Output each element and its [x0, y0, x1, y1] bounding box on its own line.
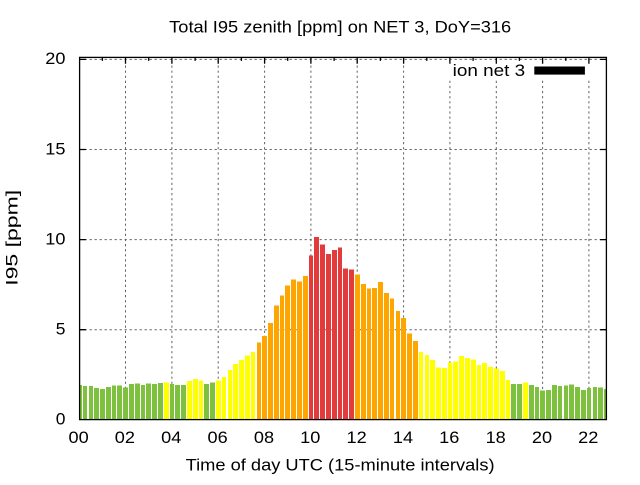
svg-text:14: 14	[393, 429, 413, 447]
svg-text:Time of day UTC (15-minute int: Time of day UTC (15-minute intervals)	[186, 457, 495, 475]
svg-text:20: 20	[532, 429, 552, 447]
svg-text:00: 00	[69, 429, 89, 447]
svg-text:ion net 3: ion net 3	[453, 62, 526, 80]
svg-text:02: 02	[115, 429, 135, 447]
svg-text:I95 [ppm]: I95 [ppm]	[4, 190, 22, 286]
svg-text:18: 18	[486, 429, 506, 447]
svg-text:5: 5	[56, 321, 66, 339]
svg-text:10: 10	[45, 230, 65, 248]
svg-text:16: 16	[439, 429, 459, 447]
svg-text:22: 22	[578, 429, 598, 447]
svg-text:04: 04	[161, 429, 181, 447]
svg-text:06: 06	[208, 429, 228, 447]
svg-text:10: 10	[300, 429, 320, 447]
svg-text:20: 20	[45, 50, 65, 68]
svg-text:0: 0	[56, 411, 66, 429]
svg-text:12: 12	[347, 429, 367, 447]
svg-text:08: 08	[254, 429, 274, 447]
svg-text:15: 15	[45, 140, 65, 158]
svg-text:Total I95 zenith [ppm] on NET: Total I95 zenith [ppm] on NET 3, DoY=316	[169, 19, 511, 37]
